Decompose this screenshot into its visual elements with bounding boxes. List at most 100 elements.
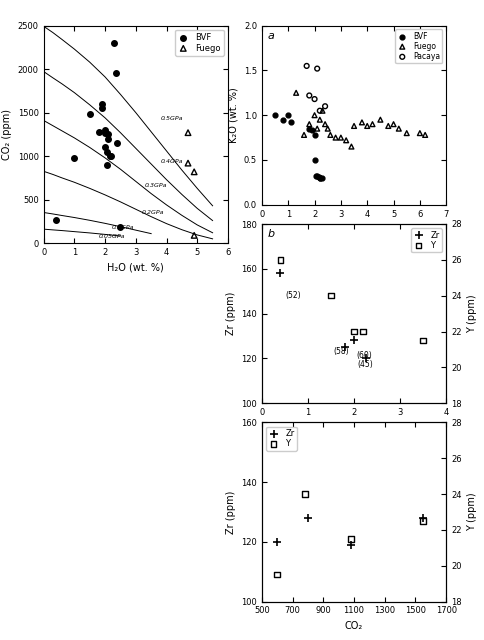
Y-axis label: Y (ppm): Y (ppm) xyxy=(466,294,476,333)
BVF xyxy=(112,68,120,79)
Y-axis label: CO₂ (ppm): CO₂ (ppm) xyxy=(2,109,12,160)
Zr xyxy=(273,537,281,547)
X-axis label: CO₂: CO₂ xyxy=(344,621,363,631)
Y xyxy=(418,335,426,346)
BVF xyxy=(313,171,320,181)
Fuego xyxy=(331,132,339,143)
BVF xyxy=(95,127,103,137)
X-axis label: H₂O (wt. %): H₂O (wt. %) xyxy=(325,224,382,234)
Pacaya xyxy=(302,61,310,71)
Pacaya xyxy=(310,94,318,104)
Y-axis label: Y (ppm): Y (ppm) xyxy=(466,493,476,531)
Legend: BVF, Fuego: BVF, Fuego xyxy=(175,30,223,56)
Fuego xyxy=(402,128,410,138)
BVF xyxy=(318,173,326,183)
Fuego xyxy=(326,130,333,140)
Fuego xyxy=(292,88,300,98)
BVF xyxy=(101,127,109,138)
Fuego xyxy=(376,115,383,125)
Y xyxy=(276,255,284,265)
BVF xyxy=(110,38,118,48)
Y-axis label: K₂O (wt. %): K₂O (wt. %) xyxy=(228,87,238,143)
Fuego xyxy=(389,119,396,129)
BVF xyxy=(113,138,121,148)
Zr xyxy=(303,513,311,523)
Fuego xyxy=(349,121,357,131)
BVF xyxy=(305,124,313,134)
Zr xyxy=(276,268,284,278)
BVF xyxy=(103,147,110,157)
Legend: BVF, Fuego, Pacaya: BVF, Fuego, Pacaya xyxy=(394,29,441,63)
BVF xyxy=(284,110,291,120)
BVF xyxy=(307,125,315,136)
Fuego xyxy=(310,110,318,120)
Y xyxy=(347,534,354,544)
Fuego xyxy=(315,115,323,125)
BVF xyxy=(271,110,278,120)
Legend: Zr, Y: Zr, Y xyxy=(410,228,441,252)
BVF xyxy=(103,160,110,170)
Y xyxy=(418,516,426,526)
Text: (60): (60) xyxy=(356,351,371,360)
BVF xyxy=(98,103,106,113)
Y-axis label: Zr (ppm): Zr (ppm) xyxy=(225,490,235,534)
BVF xyxy=(52,214,60,225)
Text: 0.4GPa: 0.4GPa xyxy=(160,159,182,164)
Fuego xyxy=(323,124,331,134)
Zr xyxy=(340,342,348,352)
Fuego xyxy=(347,141,355,152)
Fuego xyxy=(384,121,392,131)
BVF xyxy=(86,109,93,120)
Text: (45): (45) xyxy=(357,360,373,369)
Fuego xyxy=(184,127,192,138)
Y xyxy=(273,570,281,580)
BVF xyxy=(104,134,112,144)
Fuego xyxy=(305,119,313,129)
BVF xyxy=(70,153,78,163)
X-axis label: H₂O (wt. %): H₂O (wt. %) xyxy=(325,422,382,433)
Y xyxy=(349,326,357,337)
Fuego xyxy=(415,128,423,138)
Pacaya xyxy=(313,63,320,74)
BVF xyxy=(104,129,112,139)
Pacaya xyxy=(305,90,313,100)
Fuego xyxy=(368,119,376,129)
Fuego xyxy=(342,135,349,145)
Fuego xyxy=(318,106,326,116)
Text: b: b xyxy=(267,229,274,239)
BVF xyxy=(314,172,322,182)
Text: 0.05GPa: 0.05GPa xyxy=(99,234,125,239)
Y xyxy=(301,489,308,499)
Fuego xyxy=(300,130,307,140)
BVF xyxy=(278,115,286,125)
BVF xyxy=(101,142,109,152)
Text: 0.2GPa: 0.2GPa xyxy=(142,210,164,215)
BVF xyxy=(310,130,318,140)
BVF xyxy=(315,173,323,183)
BVF xyxy=(98,99,106,109)
BVF xyxy=(310,155,318,165)
BVF xyxy=(116,222,124,232)
Fuego xyxy=(190,230,197,241)
Fuego xyxy=(313,124,320,134)
Zr xyxy=(361,353,369,364)
BVF xyxy=(106,151,113,161)
Y xyxy=(359,326,366,337)
Fuego xyxy=(394,124,402,134)
Fuego xyxy=(336,132,344,143)
Zr xyxy=(349,335,357,346)
Pacaya xyxy=(315,106,323,116)
Fuego xyxy=(421,130,428,140)
Text: (58): (58) xyxy=(333,347,348,356)
Text: 0.5GPa: 0.5GPa xyxy=(160,116,182,121)
BVF xyxy=(311,171,319,181)
Fuego xyxy=(363,121,370,131)
Zr xyxy=(347,540,354,550)
Fuego xyxy=(320,119,328,129)
Fuego xyxy=(184,158,192,168)
Text: 0.1GPa: 0.1GPa xyxy=(111,225,134,230)
Y xyxy=(326,291,334,301)
BVF xyxy=(315,173,323,183)
Y-axis label: Zr (ppm): Zr (ppm) xyxy=(225,292,235,335)
Legend: Zr, Y: Zr, Y xyxy=(266,427,296,451)
